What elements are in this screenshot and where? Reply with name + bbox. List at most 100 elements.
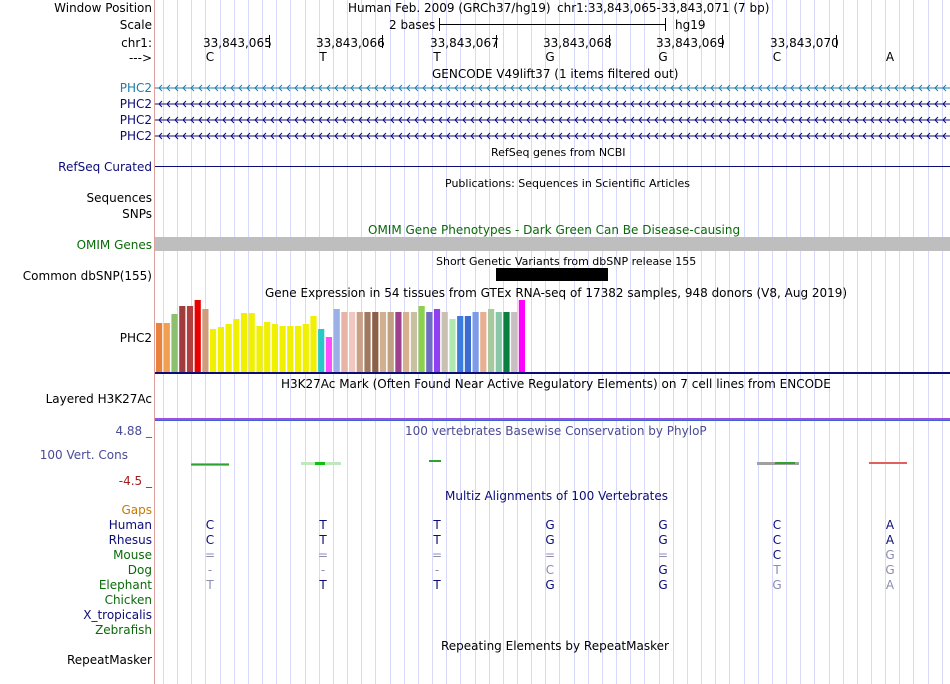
gridline bbox=[559, 0, 560, 684]
gtex-tissue-bar[interactable] bbox=[480, 312, 487, 372]
gridline bbox=[602, 0, 603, 684]
gtex-tissue-bar[interactable] bbox=[395, 312, 402, 372]
multiz-base: G bbox=[658, 578, 668, 592]
omim-phenotype-bar[interactable] bbox=[155, 237, 950, 251]
gtex-tissue-bar[interactable] bbox=[341, 312, 348, 372]
gtex-tissue-bar[interactable] bbox=[310, 316, 317, 372]
multiz-species-label[interactable]: Rhesus bbox=[108, 533, 152, 547]
multiz-species-label[interactable]: X_tropicalis bbox=[83, 608, 152, 622]
conservation-label[interactable]: 100 Vert. Cons bbox=[39, 448, 128, 462]
gtex-tissue-bar[interactable] bbox=[441, 312, 448, 372]
gtex-tissue-bar[interactable] bbox=[418, 306, 425, 372]
gtex-tissue-bar[interactable] bbox=[233, 319, 240, 372]
gtex-tissue-bar[interactable] bbox=[379, 312, 387, 372]
gtex-tissue-bar[interactable] bbox=[302, 324, 309, 372]
gencode-item-label[interactable]: PHC2 bbox=[119, 81, 152, 95]
gencode-transcript-line[interactable] bbox=[155, 131, 950, 141]
gtex-tissue-bar[interactable] bbox=[156, 323, 163, 372]
gencode-transcript-line[interactable] bbox=[155, 115, 950, 125]
gtex-title: Gene Expression in 54 tissues from GTEx … bbox=[265, 286, 848, 300]
gtex-tissue-bar[interactable] bbox=[240, 313, 248, 372]
gtex-tissue-bar[interactable] bbox=[372, 312, 379, 372]
dbsnp-variant-block[interactable] bbox=[496, 268, 608, 281]
refseq-feature-line[interactable] bbox=[155, 166, 950, 167]
gtex-tissue-bar[interactable] bbox=[472, 312, 479, 372]
omim-label[interactable]: OMIM Genes bbox=[76, 238, 152, 252]
gtex-bar-chart[interactable] bbox=[155, 300, 950, 375]
gencode-transcript-line[interactable] bbox=[155, 99, 950, 109]
gridline bbox=[616, 0, 617, 684]
gtex-tissue-bar[interactable] bbox=[248, 313, 255, 372]
gtex-tissue-bar[interactable] bbox=[403, 312, 410, 372]
gtex-tissue-bar[interactable] bbox=[410, 312, 417, 372]
gridline bbox=[673, 0, 674, 684]
gtex-tissue-bar[interactable] bbox=[256, 326, 263, 372]
gtex-tissue-bar[interactable] bbox=[333, 309, 340, 372]
gtex-tissue-bar[interactable] bbox=[503, 312, 510, 372]
gencode-transcript-line[interactable] bbox=[155, 83, 950, 93]
gtex-tissue-bar[interactable] bbox=[271, 324, 278, 372]
gtex-tissue-bar[interactable] bbox=[518, 300, 525, 372]
gtex-tissue-bar[interactable] bbox=[426, 312, 433, 372]
gtex-tissue-bar[interactable] bbox=[264, 322, 271, 372]
conservation-plot[interactable] bbox=[155, 455, 950, 475]
gtex-tissue-bar[interactable] bbox=[387, 312, 394, 372]
sequences-label[interactable]: Sequences bbox=[86, 191, 152, 205]
gencode-item-label[interactable]: PHC2 bbox=[119, 97, 152, 111]
scale-bar-left-tick bbox=[439, 18, 440, 31]
gencode-item-label[interactable]: PHC2 bbox=[119, 113, 152, 127]
gtex-tissue-bar[interactable] bbox=[325, 337, 332, 372]
gtex-tissue-bar[interactable] bbox=[225, 324, 232, 372]
gtex-tissue-bar[interactable] bbox=[318, 329, 325, 372]
gencode-title: GENCODE V49lift37 (1 items filtered out) bbox=[432, 67, 679, 81]
gtex-tissue-bar[interactable] bbox=[464, 316, 471, 372]
multiz-base: C bbox=[772, 518, 782, 532]
multiz-species-label[interactable]: Dog bbox=[127, 563, 152, 577]
gencode-item-label[interactable]: PHC2 bbox=[119, 129, 152, 143]
gtex-tissue-bar[interactable] bbox=[433, 309, 441, 372]
gridline bbox=[744, 0, 745, 684]
gtex-tissue-bar[interactable] bbox=[210, 329, 217, 372]
ruler-coordinate: 33,843,066 bbox=[316, 36, 385, 50]
gridline bbox=[942, 0, 943, 684]
dbsnp-label[interactable]: Common dbSNP(155) bbox=[22, 269, 152, 283]
multiz-species-label[interactable]: Chicken bbox=[104, 593, 152, 607]
gtex-tissue-bar[interactable] bbox=[186, 306, 194, 372]
repeatmasker-title: Repeating Elements by RepeatMasker bbox=[441, 639, 669, 653]
gtex-tissue-bar[interactable] bbox=[295, 326, 302, 372]
gtex-tissue-bar[interactable] bbox=[449, 319, 456, 372]
snps-label[interactable]: SNPs bbox=[122, 207, 152, 221]
gtex-tissue-bar[interactable] bbox=[349, 312, 356, 372]
multiz-species-label[interactable]: Mouse bbox=[113, 548, 152, 562]
gtex-tissue-bar[interactable] bbox=[171, 314, 178, 372]
refseq-label[interactable]: RefSeq Curated bbox=[58, 160, 152, 174]
gtex-tissue-bar[interactable] bbox=[356, 312, 363, 372]
gtex-tissue-bar[interactable] bbox=[488, 309, 495, 372]
gtex-tissue-bar[interactable] bbox=[202, 309, 209, 372]
h3k27-signal-line[interactable] bbox=[155, 418, 950, 420]
window-position[interactable]: chr1:33,843,065-33,843,071 (7 bp) bbox=[557, 1, 770, 15]
ruler-base: A bbox=[885, 50, 895, 64]
gtex-tissue-bar[interactable] bbox=[179, 306, 186, 372]
multiz-base: T bbox=[319, 518, 327, 532]
gtex-tissue-bar[interactable] bbox=[364, 312, 371, 372]
conservation-ymin: -4.5 _ bbox=[118, 474, 152, 488]
multiz-species-label[interactable]: Elephant bbox=[98, 578, 152, 592]
gaps-label[interactable]: Gaps bbox=[121, 503, 152, 517]
label-separator bbox=[154, 0, 155, 684]
gtex-tissue-bar[interactable] bbox=[279, 326, 286, 372]
gtex-tissue-bar[interactable] bbox=[495, 312, 502, 372]
gtex-tissue-bar[interactable] bbox=[194, 300, 201, 372]
h3k27-label[interactable]: Layered H3K27Ac bbox=[45, 392, 152, 406]
gtex-tissue-bar[interactable] bbox=[287, 326, 294, 372]
multiz-species-label[interactable]: Zebrafish bbox=[95, 623, 152, 637]
gtex-tissue-bar[interactable] bbox=[511, 312, 518, 372]
gridline bbox=[574, 0, 575, 684]
gtex-tissue-bar[interactable] bbox=[457, 316, 464, 372]
gtex-tissue-bar[interactable] bbox=[163, 323, 170, 372]
gtex-tissue-bar[interactable] bbox=[217, 327, 224, 372]
gtex-label[interactable]: PHC2 bbox=[119, 331, 152, 345]
repeatmasker-label[interactable]: RepeatMasker bbox=[66, 653, 152, 667]
multiz-species-label[interactable]: Human bbox=[108, 518, 152, 532]
